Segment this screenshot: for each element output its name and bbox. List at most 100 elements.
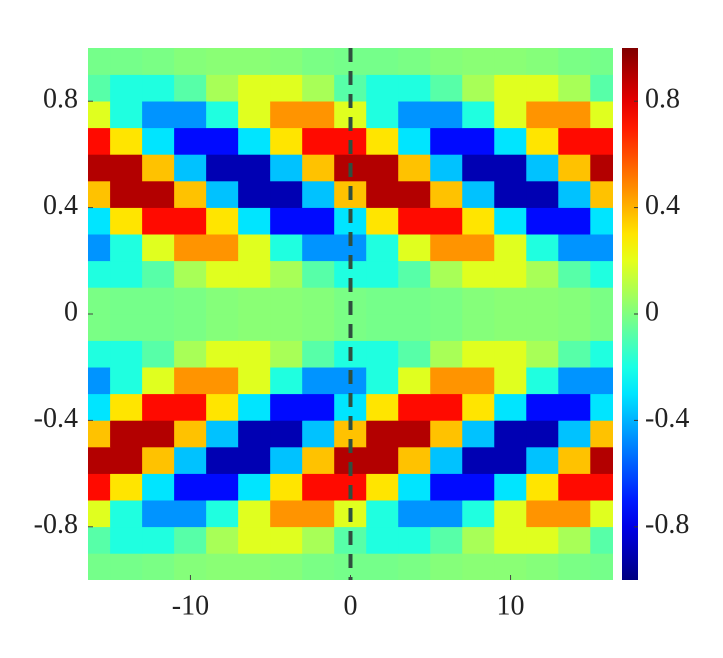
heatmap-cell [238,446,271,474]
heatmap-cell [88,393,111,421]
heatmap-cell [590,287,613,315]
heatmap-cell [88,207,111,235]
heatmap-cell [206,260,239,288]
heatmap-cell [398,74,431,102]
heatmap-cell [526,553,559,580]
heatmap-cell [494,207,527,235]
heatmap-cell [238,499,271,528]
heatmap-cell [494,154,527,182]
heatmap-cell [366,233,399,262]
heatmap-cell [206,393,239,421]
heatmap-cell [110,233,143,262]
heatmap-cell [430,446,463,474]
y-tick-label: 0.4 [43,190,78,221]
y-tick-label: 0.8 [43,84,78,115]
heatmap-cell [558,473,591,501]
heatmap-cell [430,473,463,501]
heatmap-cell [398,473,431,501]
heatmap-cell [366,313,399,341]
heatmap-cell [174,127,207,155]
heatmap-cell [270,313,303,341]
heatmap-cell [462,180,495,208]
heatmap-cell [302,499,335,528]
heatmap-cell [558,48,591,75]
colorbar-tick-label: -0.8 [645,509,689,540]
heatmap-cell [494,74,527,102]
heatmap-cell [302,287,335,315]
heatmap-cell [462,446,495,474]
heatmap-cell [302,48,335,75]
heatmap-cell [462,154,495,182]
heatmap-cell [590,260,613,288]
heatmap-cell [462,287,495,315]
heatmap-cell [366,420,399,448]
heatmap-cell [238,233,271,262]
heatmap-cell [558,74,591,102]
heatmap-cell [88,553,111,580]
heatmap-cell [302,127,335,155]
y-tick-label: -0.4 [34,403,78,434]
heatmap-cell [302,100,335,129]
heatmap-cell [462,499,495,528]
heatmap-cell [430,287,463,315]
heatmap-cell [590,499,613,528]
heatmap-cell [110,446,143,474]
heatmap-cell [110,420,143,448]
heatmap-cell [462,473,495,501]
heatmap-cell [494,340,527,368]
heatmap-cell [142,340,175,368]
heatmap-cell [526,154,559,182]
heatmap-cell [142,180,175,208]
heatmap-cell [110,393,143,421]
heatmap-cell [142,499,175,528]
heatmap-cell [238,526,271,554]
heatmap-cell [142,48,175,75]
heatmap-cell [366,526,399,554]
heatmap-cell [238,420,271,448]
heatmap-cell [398,340,431,368]
heatmap-cell [494,127,527,155]
heatmap-cell [142,313,175,341]
heatmap-cell [494,446,527,474]
heatmap-cell [238,366,271,395]
heatmap-cell [462,127,495,155]
heatmap-cell [430,420,463,448]
heatmap-cell [174,287,207,315]
heatmap-cell [270,287,303,315]
heatmap-cell [270,233,303,262]
heatmap-cell [526,420,559,448]
heatmap-cell [302,420,335,448]
x-tick-label: -10 [172,590,209,621]
heatmap-cell [366,499,399,528]
heatmap-cell [558,446,591,474]
heatmap-cell [270,48,303,75]
heatmap-cell [142,260,175,288]
heatmap-cell [174,260,207,288]
heatmap-cell [526,180,559,208]
heatmap-cell [558,393,591,421]
heatmap-cell [526,446,559,474]
heatmap-cell [270,366,303,395]
heatmap-cell [174,499,207,528]
heatmap-cell [494,499,527,528]
heatmap-cell [270,260,303,288]
heatmap-cell [462,48,495,75]
heatmap-cell [398,499,431,528]
heatmap-cell [366,393,399,421]
heatmap-cell [558,340,591,368]
heatmap-cell [430,340,463,368]
heatmap-cell [142,366,175,395]
heatmap-cell [430,207,463,235]
heatmap-cell [558,313,591,341]
heatmap-cell [174,233,207,262]
heatmap-cell [302,260,335,288]
heatmap-cell [238,553,271,580]
heatmap-cell [110,340,143,368]
heatmap-cell [206,233,239,262]
heatmap-cell [88,420,111,448]
heatmap-cell [462,207,495,235]
heatmap-cell [494,287,527,315]
heatmap-cell [590,393,613,421]
heatmap-cell [526,526,559,554]
heatmap-cell [110,180,143,208]
